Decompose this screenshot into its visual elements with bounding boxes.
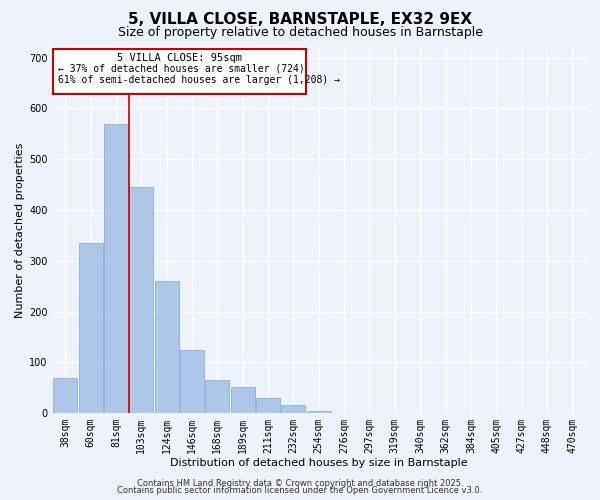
Bar <box>281 404 305 413</box>
Y-axis label: Number of detached properties: Number of detached properties <box>15 142 25 318</box>
Bar <box>155 281 179 413</box>
Bar <box>180 350 204 413</box>
Text: Contains HM Land Registry data © Crown copyright and database right 2025.: Contains HM Land Registry data © Crown c… <box>137 478 463 488</box>
Bar <box>256 398 280 413</box>
Bar <box>104 124 128 413</box>
Bar <box>307 410 331 413</box>
Text: ← 37% of detached houses are smaller (724): ← 37% of detached houses are smaller (72… <box>58 64 304 74</box>
Bar <box>205 380 229 413</box>
Bar <box>129 187 154 413</box>
Text: 61% of semi-detached houses are larger (1,208) →: 61% of semi-detached houses are larger (… <box>58 75 340 85</box>
Bar <box>79 243 103 413</box>
Bar <box>230 387 255 413</box>
Text: Size of property relative to detached houses in Barnstaple: Size of property relative to detached ho… <box>118 26 482 39</box>
Text: 5, VILLA CLOSE, BARNSTAPLE, EX32 9EX: 5, VILLA CLOSE, BARNSTAPLE, EX32 9EX <box>128 12 472 28</box>
X-axis label: Distribution of detached houses by size in Barnstaple: Distribution of detached houses by size … <box>170 458 467 468</box>
Text: 5 VILLA CLOSE: 95sqm: 5 VILLA CLOSE: 95sqm <box>117 52 242 62</box>
Text: Contains public sector information licensed under the Open Government Licence v3: Contains public sector information licen… <box>118 486 482 495</box>
FancyBboxPatch shape <box>53 48 306 94</box>
Bar <box>53 378 77 413</box>
